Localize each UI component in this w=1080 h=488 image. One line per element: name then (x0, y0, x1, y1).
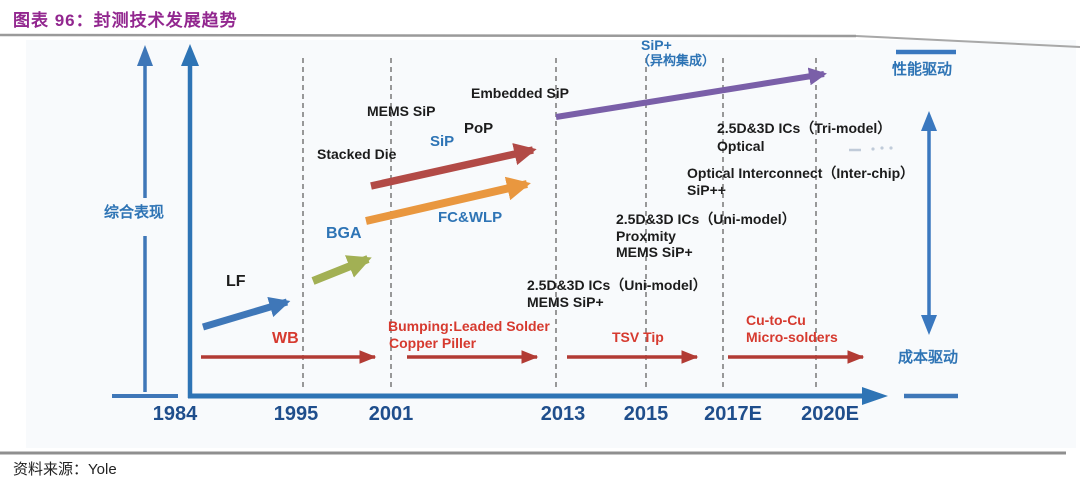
cu-label-line2: Micro-solders (746, 329, 838, 345)
cost-driven-label: 成本驱动 (898, 349, 959, 366)
sip-plus-label: SiP+ (641, 37, 672, 53)
title-rule-skew (855, 35, 1080, 48)
source-label: 资料来源： (13, 462, 89, 478)
uni2015-label-line3: MEMS SiP+ (616, 244, 693, 260)
mems-sip-label: MEMS SiP (367, 103, 436, 119)
year-tick-2017e: 2017E (704, 403, 762, 425)
x-axis-arrowhead (862, 387, 888, 405)
sip-plus-arrow (555, 67, 827, 120)
tri-model-label-line1: 2.5D&3D ICs（Tri-model） (717, 120, 892, 136)
secondary-y-axis-arrowhead (137, 45, 153, 66)
performance-driven-label: 性能驱动 (892, 61, 953, 78)
optical-interconnect-label-line2: SiP++ (687, 182, 726, 198)
uni2013-label-line1: 2.5D&3D ICs（Uni-model） (527, 277, 707, 293)
year-tick-2001: 2001 (368, 403, 414, 425)
scan-artifact-marks (849, 146, 893, 152)
uni2013-label-line2: MEMS SiP+ (527, 294, 604, 310)
tri-model-label-line2: Optical (717, 138, 765, 154)
lf-label: LF (226, 273, 246, 290)
y-axis-arrowhead (181, 44, 199, 66)
sip-pop-arrow (370, 143, 537, 190)
wb-label: WB (272, 330, 299, 347)
bumping-label-line1: Bumping:Leaded Solder (388, 318, 550, 334)
fcwlp-arrow (365, 176, 531, 225)
performance-axis-arrowhead-up (921, 111, 937, 131)
fcwlp-label: FC&WLP (438, 209, 503, 226)
cu-label-line1: Cu-to-Cu (746, 312, 806, 328)
sip-plus-sub-label: （异构集成） (637, 53, 716, 68)
uni2015-label-line2: Proxmity (616, 228, 676, 244)
y-axis-label: 综合表现 (104, 204, 165, 221)
bga-label: BGA (326, 225, 362, 242)
stacked-die-label: Stacked Die (317, 146, 397, 162)
year-tick-1984: 1984 (152, 403, 198, 425)
optical-interconnect-label-line1: Optical Interconnect（Inter-chip） (687, 165, 915, 181)
title-rule (0, 33, 857, 38)
bga-arrow (311, 255, 372, 285)
pop-label: PoP (464, 120, 494, 137)
year-tick-2015: 2015 (623, 403, 669, 425)
figure-title: 图表 96：封测技术发展趋势 (13, 11, 238, 30)
uni2015-label-line1: 2.5D&3D ICs（Uni-model） (616, 211, 796, 227)
chart-background (26, 40, 1076, 448)
bumping-label-line2: Copper Piller (389, 335, 477, 351)
sip-label: SiP (430, 133, 455, 150)
source-value: Yole (88, 461, 117, 478)
embedded-sip-label: Embedded SiP (471, 85, 570, 101)
year-tick-1995: 1995 (273, 403, 319, 425)
year-tick-2013: 2013 (540, 403, 586, 425)
performance-axis-arrowhead-down (921, 315, 937, 335)
year-tick-2020e: 2020E (801, 403, 859, 425)
tsv-label: TSV Tip (612, 329, 664, 345)
lf-arrow (202, 296, 291, 331)
source-line: 资料来源：Yole (13, 458, 117, 479)
